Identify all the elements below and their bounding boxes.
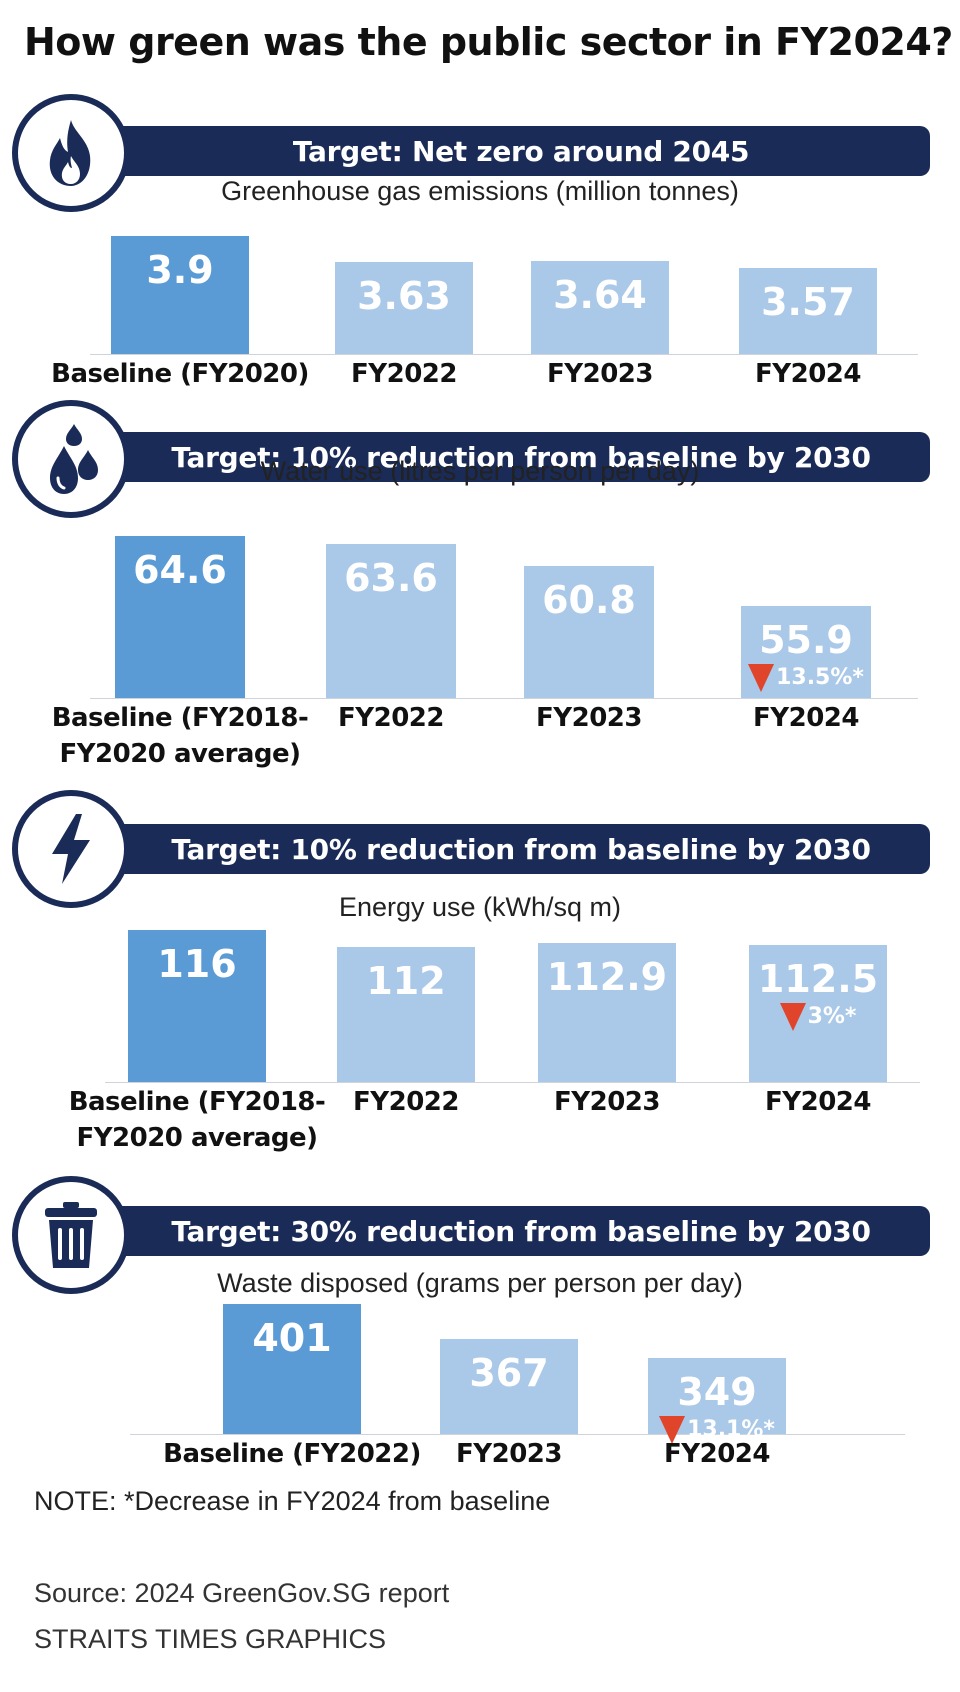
down-triangle-icon: [748, 663, 775, 692]
bar: 55.9 13.5%*: [741, 605, 871, 698]
water-section: Target: 10% reduction from baseline by 2…: [0, 392, 960, 772]
bar-value-label: 349: [677, 1369, 757, 1414]
bar-value-label: 55.9: [759, 617, 853, 662]
category-label: FY2024: [753, 703, 859, 733]
bar: 112.9: [538, 942, 676, 1082]
category-label: Baseline (FY2018- FY2020 average): [68, 1087, 326, 1153]
bar: 60.8: [524, 566, 654, 698]
bar-value-label: 3.64: [553, 273, 647, 318]
category-label: FY2023: [554, 1087, 660, 1117]
decrease-label: 13.1%*: [648, 1415, 786, 1444]
bar-value-label: 3.63: [357, 274, 451, 319]
chart-subtitle: Water use (litres per person per day): [260, 456, 700, 486]
bar-value-label: 60.8: [542, 578, 636, 623]
category-label: Baseline (FY2018- FY2020 average): [51, 703, 309, 769]
bar-value-label: 401: [252, 1316, 332, 1360]
target-banner: Target: 10% reduction from baseline by 2…: [112, 824, 930, 874]
down-triangle-icon: [659, 1415, 686, 1444]
target-banner: Target: 30% reduction from baseline by 2…: [112, 1206, 930, 1256]
energy-section: Target: 10% reduction from baseline by 2…: [0, 780, 960, 1160]
water-plot: 64.6 Baseline (FY2018- FY2020 average) 63.6…: [0, 392, 960, 772]
decrease-value: 13.5%*: [776, 664, 864, 690]
bar: 116: [128, 930, 266, 1082]
flame-icon: [12, 94, 130, 212]
bar: 64.6: [115, 536, 245, 698]
chart-subtitle: Energy use (kWh/sq m): [338, 892, 622, 922]
category-label: FY2024: [664, 1439, 770, 1469]
trash-bin-icon: [12, 1176, 130, 1294]
waste-plot: 401 Baseline (FY2022) 367 FY2023 349 13.1%* FY…: [0, 1168, 960, 1478]
bar: 367: [440, 1339, 578, 1434]
category-label: Baseline (FY2020): [51, 359, 309, 389]
bar: 3.57: [739, 267, 877, 354]
bar: 401: [223, 1304, 361, 1434]
decrease-value: 3%*: [807, 1003, 857, 1029]
bar-value-label: 3.9: [146, 248, 214, 292]
source-text: Source: 2024 GreenGov.SG report: [34, 1578, 450, 1608]
bar-value-label: 3.57: [761, 279, 855, 324]
bar-value-label: 112.9: [546, 954, 668, 999]
decrease-label: 13.5%*: [741, 663, 871, 692]
emissions-plot: 3.9 Baseline (FY2020) 3.63 FY2022 3.64 FY2023…: [0, 86, 960, 389]
category-label: FY2023: [456, 1439, 562, 1469]
category-label: FY2024: [765, 1087, 871, 1117]
target-banner: Target: 10% reduction from baseline by 2…: [112, 432, 930, 482]
emissions-section: Target: Net zero around 2045 Greenhouse …: [0, 86, 960, 389]
bar: 112: [337, 946, 475, 1082]
bar: 63.6: [326, 544, 456, 698]
decrease-value: 13.1%*: [687, 1416, 775, 1442]
category-label: FY2023: [547, 359, 653, 389]
footnote: NOTE: *Decrease in FY2024 from baseline: [34, 1486, 551, 1516]
axis-baseline: [130, 1434, 905, 1435]
category-label: Baseline (FY2022): [163, 1439, 421, 1469]
bar-value-label: 116: [157, 942, 237, 986]
bar: 349 13.1%*: [648, 1357, 786, 1444]
bar-value-label: 112: [366, 958, 446, 1003]
category-label: FY2024: [755, 359, 861, 389]
down-triangle-icon: [779, 1002, 806, 1031]
bar: 112.5 3%*: [749, 944, 887, 1082]
water-drops-icon: [12, 400, 130, 518]
target-banner: Target: Net zero around 2045: [112, 126, 930, 176]
axis-baseline: [90, 354, 918, 355]
bar-value-label: 112.5: [757, 956, 879, 1001]
category-label: FY2022: [351, 359, 457, 389]
decrease-label: 3%*: [749, 1002, 887, 1031]
credit-text: STRAITS TIMES GRAPHICS: [34, 1624, 387, 1654]
bar-value-label: 64.6: [133, 548, 227, 592]
category-label: FY2023: [536, 703, 642, 733]
energy-plot: 116 Baseline (FY2018- FY2020 average) 112 FY…: [0, 780, 960, 1160]
bar-value-label: 63.6: [344, 556, 438, 601]
chart-subtitle: Waste disposed (grams per person per day…: [217, 1268, 743, 1298]
axis-baseline: [105, 1082, 920, 1083]
bar-value-label: 367: [469, 1351, 549, 1396]
bar: 3.9: [111, 236, 249, 354]
bar: 3.63: [335, 262, 473, 354]
category-label: FY2022: [353, 1087, 459, 1117]
waste-section: Target: 30% reduction from baseline by 2…: [0, 1168, 960, 1478]
chart-subtitle: Greenhouse gas emissions (million tonnes…: [221, 176, 739, 206]
category-label: FY2022: [338, 703, 444, 733]
axis-baseline: [90, 698, 918, 699]
bar: 3.64: [531, 261, 669, 354]
lightning-bolt-icon: [12, 790, 130, 908]
page-title: How green was the public sector in FY202…: [24, 20, 953, 64]
